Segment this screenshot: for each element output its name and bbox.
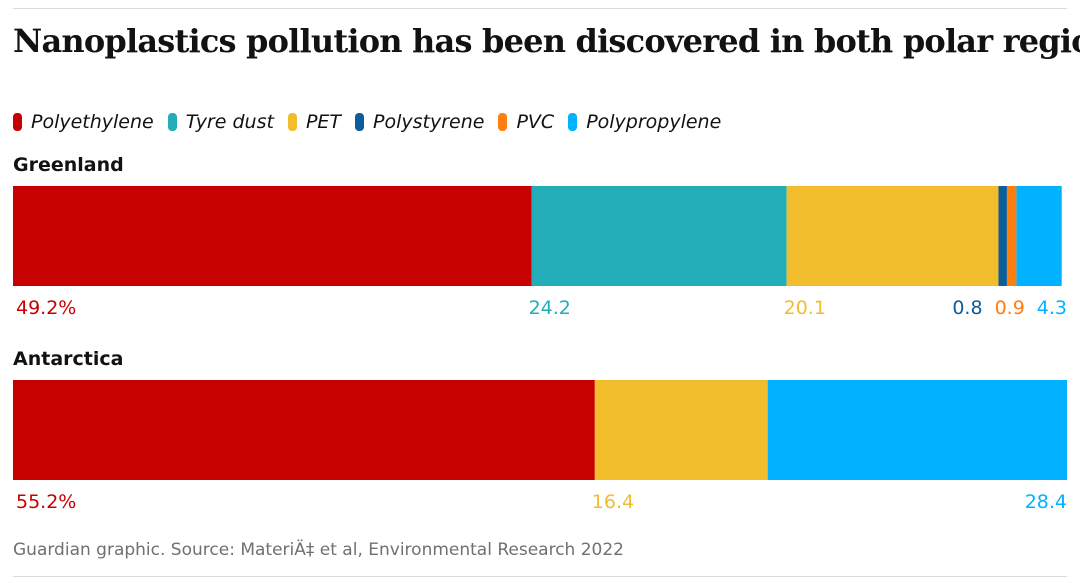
legend-swatch	[498, 113, 508, 131]
value-label-antarctica-pet: 16.4	[592, 491, 634, 513]
legend-item-polystyrene: Polystyrene	[355, 111, 484, 133]
legend-label: Tyre dust	[185, 111, 274, 133]
legend-swatch	[13, 113, 22, 131]
bar-greenland-pvc	[1006, 186, 1017, 286]
value-label-greenland-polyethylene: 49.2%	[16, 297, 76, 319]
bar-antarctica-polyethylene	[13, 380, 595, 480]
legend-item-polyethylene: Polyethylene	[13, 111, 154, 133]
legend-swatch	[287, 113, 297, 131]
value-label-antarctica-polyethylene: 55.2%	[16, 491, 76, 513]
bar-greenland-pet	[786, 186, 999, 286]
legend-swatch	[355, 113, 365, 131]
legend-label: Polypropylene	[586, 111, 722, 133]
legend-item-tyre-dust: Tyre dust	[167, 111, 274, 133]
top-rule	[13, 8, 1067, 9]
bottom-rule	[13, 576, 1067, 577]
value-label-greenland-polystyrene: 0.8	[952, 297, 982, 319]
legend-item-pvc: PVC	[498, 111, 554, 133]
bar-greenland-tyre-dust	[531, 186, 787, 286]
value-label-greenland-tyre-dust: 24.2	[529, 297, 571, 319]
chart-title: Nanoplastics pollution has been discover…	[13, 22, 1080, 60]
legend-item-pet: PET	[287, 111, 342, 133]
legend-label: PVC	[516, 111, 555, 133]
legend-label: PET	[305, 111, 342, 133]
legend-swatch	[568, 113, 578, 131]
value-label-antarctica-polypropylene: 28.4	[1025, 491, 1067, 513]
bar-greenland-polyethylene	[13, 186, 532, 286]
legend-swatch	[167, 113, 177, 131]
panel-label-greenland: Greenland	[13, 154, 124, 176]
panel-label-antarctica: Antarctica	[13, 348, 124, 370]
bar-antarctica-polypropylene	[767, 380, 1067, 480]
value-label-greenland-pet: 20.1	[784, 297, 826, 319]
value-label-greenland-polypropylene: 4.3	[1037, 297, 1067, 319]
bar-greenland-polypropylene	[1016, 186, 1062, 286]
legend-item-polypropylene: Polypropylene	[568, 111, 721, 133]
bar-greenland-polystyrene	[998, 186, 1007, 286]
value-label-greenland-pvc: 0.9	[995, 297, 1025, 319]
legend-label: Polystyrene	[373, 111, 485, 133]
source-note: Guardian graphic. Source: MateriÄ‡ et al…	[13, 540, 624, 560]
legend-label: Polyethylene	[31, 111, 154, 133]
legend: Polyethylene Tyre dust PET Polystyrene PVC Po…	[13, 110, 735, 134]
bar-antarctica-pet	[594, 380, 768, 480]
